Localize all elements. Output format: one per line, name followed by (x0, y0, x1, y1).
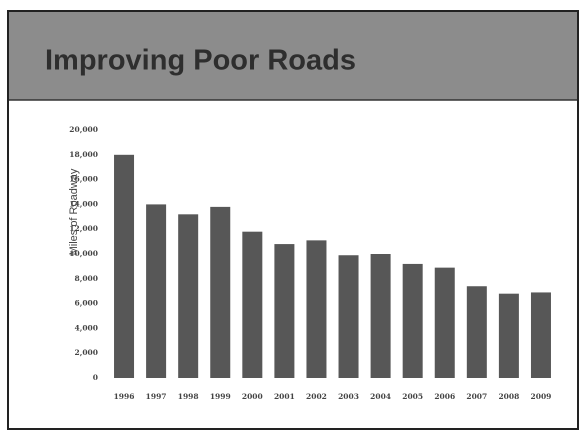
x-tick-label: 2004 (370, 392, 391, 401)
bar (370, 254, 391, 378)
x-tick-label: 1999 (210, 392, 231, 401)
y-tick-label: 6,000 (75, 299, 99, 308)
x-tick-label: 2006 (434, 392, 455, 401)
y-tick-label: 16,000 (69, 175, 98, 184)
y-tick-label: 10,000 (69, 249, 98, 258)
x-tick-label: 2003 (338, 392, 359, 401)
bar (210, 206, 231, 378)
y-tick-label: 4,000 (75, 323, 99, 332)
bar (146, 204, 167, 378)
bar (178, 214, 199, 378)
x-tick-label: 1998 (178, 392, 199, 401)
bar (402, 263, 423, 378)
y-tick-label: 20,000 (69, 125, 98, 134)
y-tick-label: 8,000 (75, 274, 99, 283)
y-tick-label: 0 (93, 373, 98, 382)
x-tick-label: 2009 (531, 392, 552, 401)
bar (466, 286, 487, 378)
x-tick-label: 2005 (402, 392, 423, 401)
y-tick-label: 18,000 (69, 150, 98, 159)
bar (306, 240, 327, 378)
bar (530, 292, 551, 378)
bar (114, 154, 135, 378)
title-band (9, 12, 577, 100)
x-tick-label: 2008 (498, 392, 519, 401)
x-tick-label: 2007 (466, 392, 487, 401)
y-axis-label: Miles of Roadway (68, 168, 80, 255)
bar (274, 244, 295, 378)
x-tick-label: 2000 (242, 392, 263, 401)
x-tick-label: 1997 (146, 392, 167, 401)
chart-title: Improving Poor Roads (45, 45, 356, 77)
bar (242, 231, 263, 378)
bar (498, 293, 519, 378)
y-tick-label: 14,000 (69, 199, 98, 208)
bar (338, 255, 359, 378)
x-tick-label: 2002 (306, 392, 327, 401)
y-tick-label: 12,000 (69, 224, 98, 233)
y-tick-label: 2,000 (75, 348, 99, 357)
x-tick-label: 1996 (114, 392, 135, 401)
bar (434, 267, 455, 378)
x-tick-label: 2001 (274, 392, 295, 401)
